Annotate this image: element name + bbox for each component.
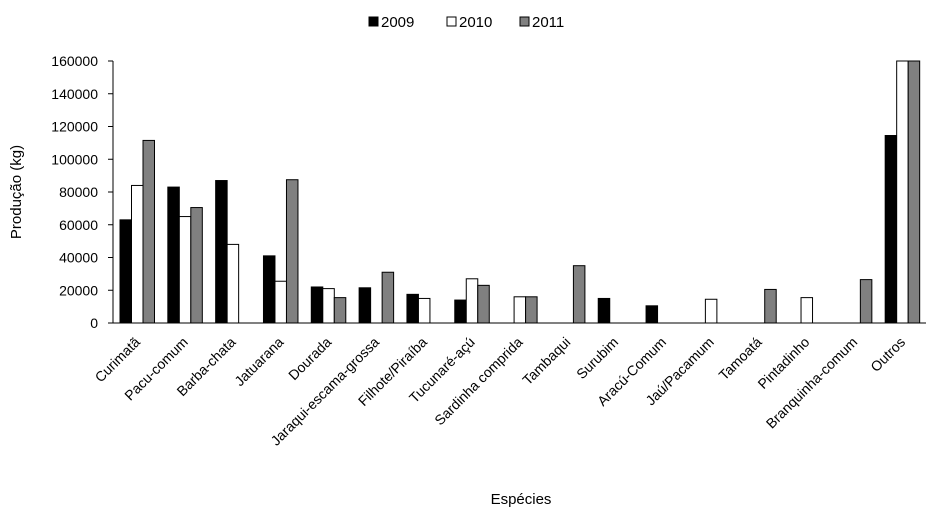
y-tick-label: 100000	[51, 151, 98, 167]
bar-2011-pacu-comum	[190, 207, 203, 324]
bar-2009-aracu-comum	[645, 305, 659, 324]
y-tick-label: 20000	[59, 282, 98, 298]
bar-2010-sardinha-comprida	[513, 296, 527, 324]
bar-2010-jau-pacamum	[704, 298, 718, 324]
y-tick-label: 60000	[59, 217, 98, 233]
bar-2009-jaraqui-escama-grossa	[358, 287, 372, 324]
bar-2010-filhote-piraiba	[417, 297, 431, 324]
legend: 2009 2010 2011	[368, 14, 564, 31]
bar-2009-surubim	[597, 297, 611, 324]
y-axis-ticks: 0 20000 40000 60000 80000 100000 120000 140000 1…	[51, 53, 113, 331]
x-tick-label-branquinha-comum: Branquinha-comum	[763, 334, 861, 432]
y-tick-label: 0	[90, 315, 98, 331]
x-tick-label-tambaqui: Tambaqui	[519, 334, 573, 388]
bar-2010-outros	[896, 60, 909, 324]
bar-2011-jatuarana	[285, 179, 299, 324]
x-tick-label-surubim: Surubim	[573, 334, 621, 382]
bar-2009-outros	[884, 135, 898, 324]
bar-2009-curimata	[119, 219, 132, 324]
bar-2009-filhote-piraiba	[406, 293, 419, 324]
x-tick-label-dourada: Dourada	[285, 334, 334, 383]
legend-label-2011: 2011	[532, 14, 564, 31]
y-tick-label: 140000	[51, 86, 98, 102]
bar-2010-jatuarana	[274, 280, 287, 324]
bar-2010-pintadinho	[800, 297, 814, 324]
bar-2009-barba-chata	[215, 180, 228, 324]
x-axis-ticks: CurimatãPacu-comumBarba-chataJatuaranaDo…	[92, 334, 909, 449]
bar-2010-curimata	[131, 184, 144, 324]
x-tick-label-sardinha-comprida: Sardinha comprida	[431, 334, 526, 429]
bar-2011-outros	[907, 60, 921, 324]
legend-swatch-2011	[519, 16, 530, 27]
bar-2011-curimata	[142, 139, 155, 324]
bar-2010-dourada	[322, 288, 335, 324]
x-tick-label-outros: Outros	[867, 334, 908, 375]
legend-label-2009: 2009	[381, 14, 414, 31]
bar-2011-sardinha-comprida	[525, 296, 538, 324]
x-axis-title: Espécies	[491, 491, 552, 508]
y-tick-label: 80000	[59, 184, 98, 200]
x-tick-label-jatuarana: Jatuarana	[231, 334, 286, 389]
legend-swatch-2010	[446, 16, 457, 27]
bar-2009-tucunare-acu	[454, 299, 467, 324]
bar-2011-tambaqui	[572, 265, 586, 324]
y-axis-title: Produção (kg)	[8, 145, 25, 239]
bar-2011-tucunare-acu	[477, 284, 490, 324]
bar-2011-jaraqui-escama-grossa	[381, 271, 395, 324]
bar-2010-pacu-comum	[178, 216, 192, 324]
bar-2011-tamoata	[764, 288, 777, 324]
bar-2009-dourada	[310, 286, 324, 324]
bar-2011-dourada	[333, 297, 347, 324]
legend-swatch-2009	[368, 16, 379, 27]
bar-2009-jatuarana	[262, 255, 276, 324]
bar-2010-barba-chata	[226, 243, 240, 324]
x-tick-label-tamoata: Tamoatá	[715, 334, 764, 383]
y-tick-label: 40000	[59, 250, 98, 266]
bars	[119, 60, 921, 324]
y-tick-label: 120000	[51, 119, 98, 135]
legend-label-2010: 2010	[459, 14, 492, 31]
y-tick-label: 160000	[51, 53, 98, 69]
bar-2011-branquinha-comum	[859, 279, 873, 324]
bar-2009-pacu-comum	[167, 186, 180, 324]
bar-2010-tucunare-acu	[465, 278, 479, 324]
